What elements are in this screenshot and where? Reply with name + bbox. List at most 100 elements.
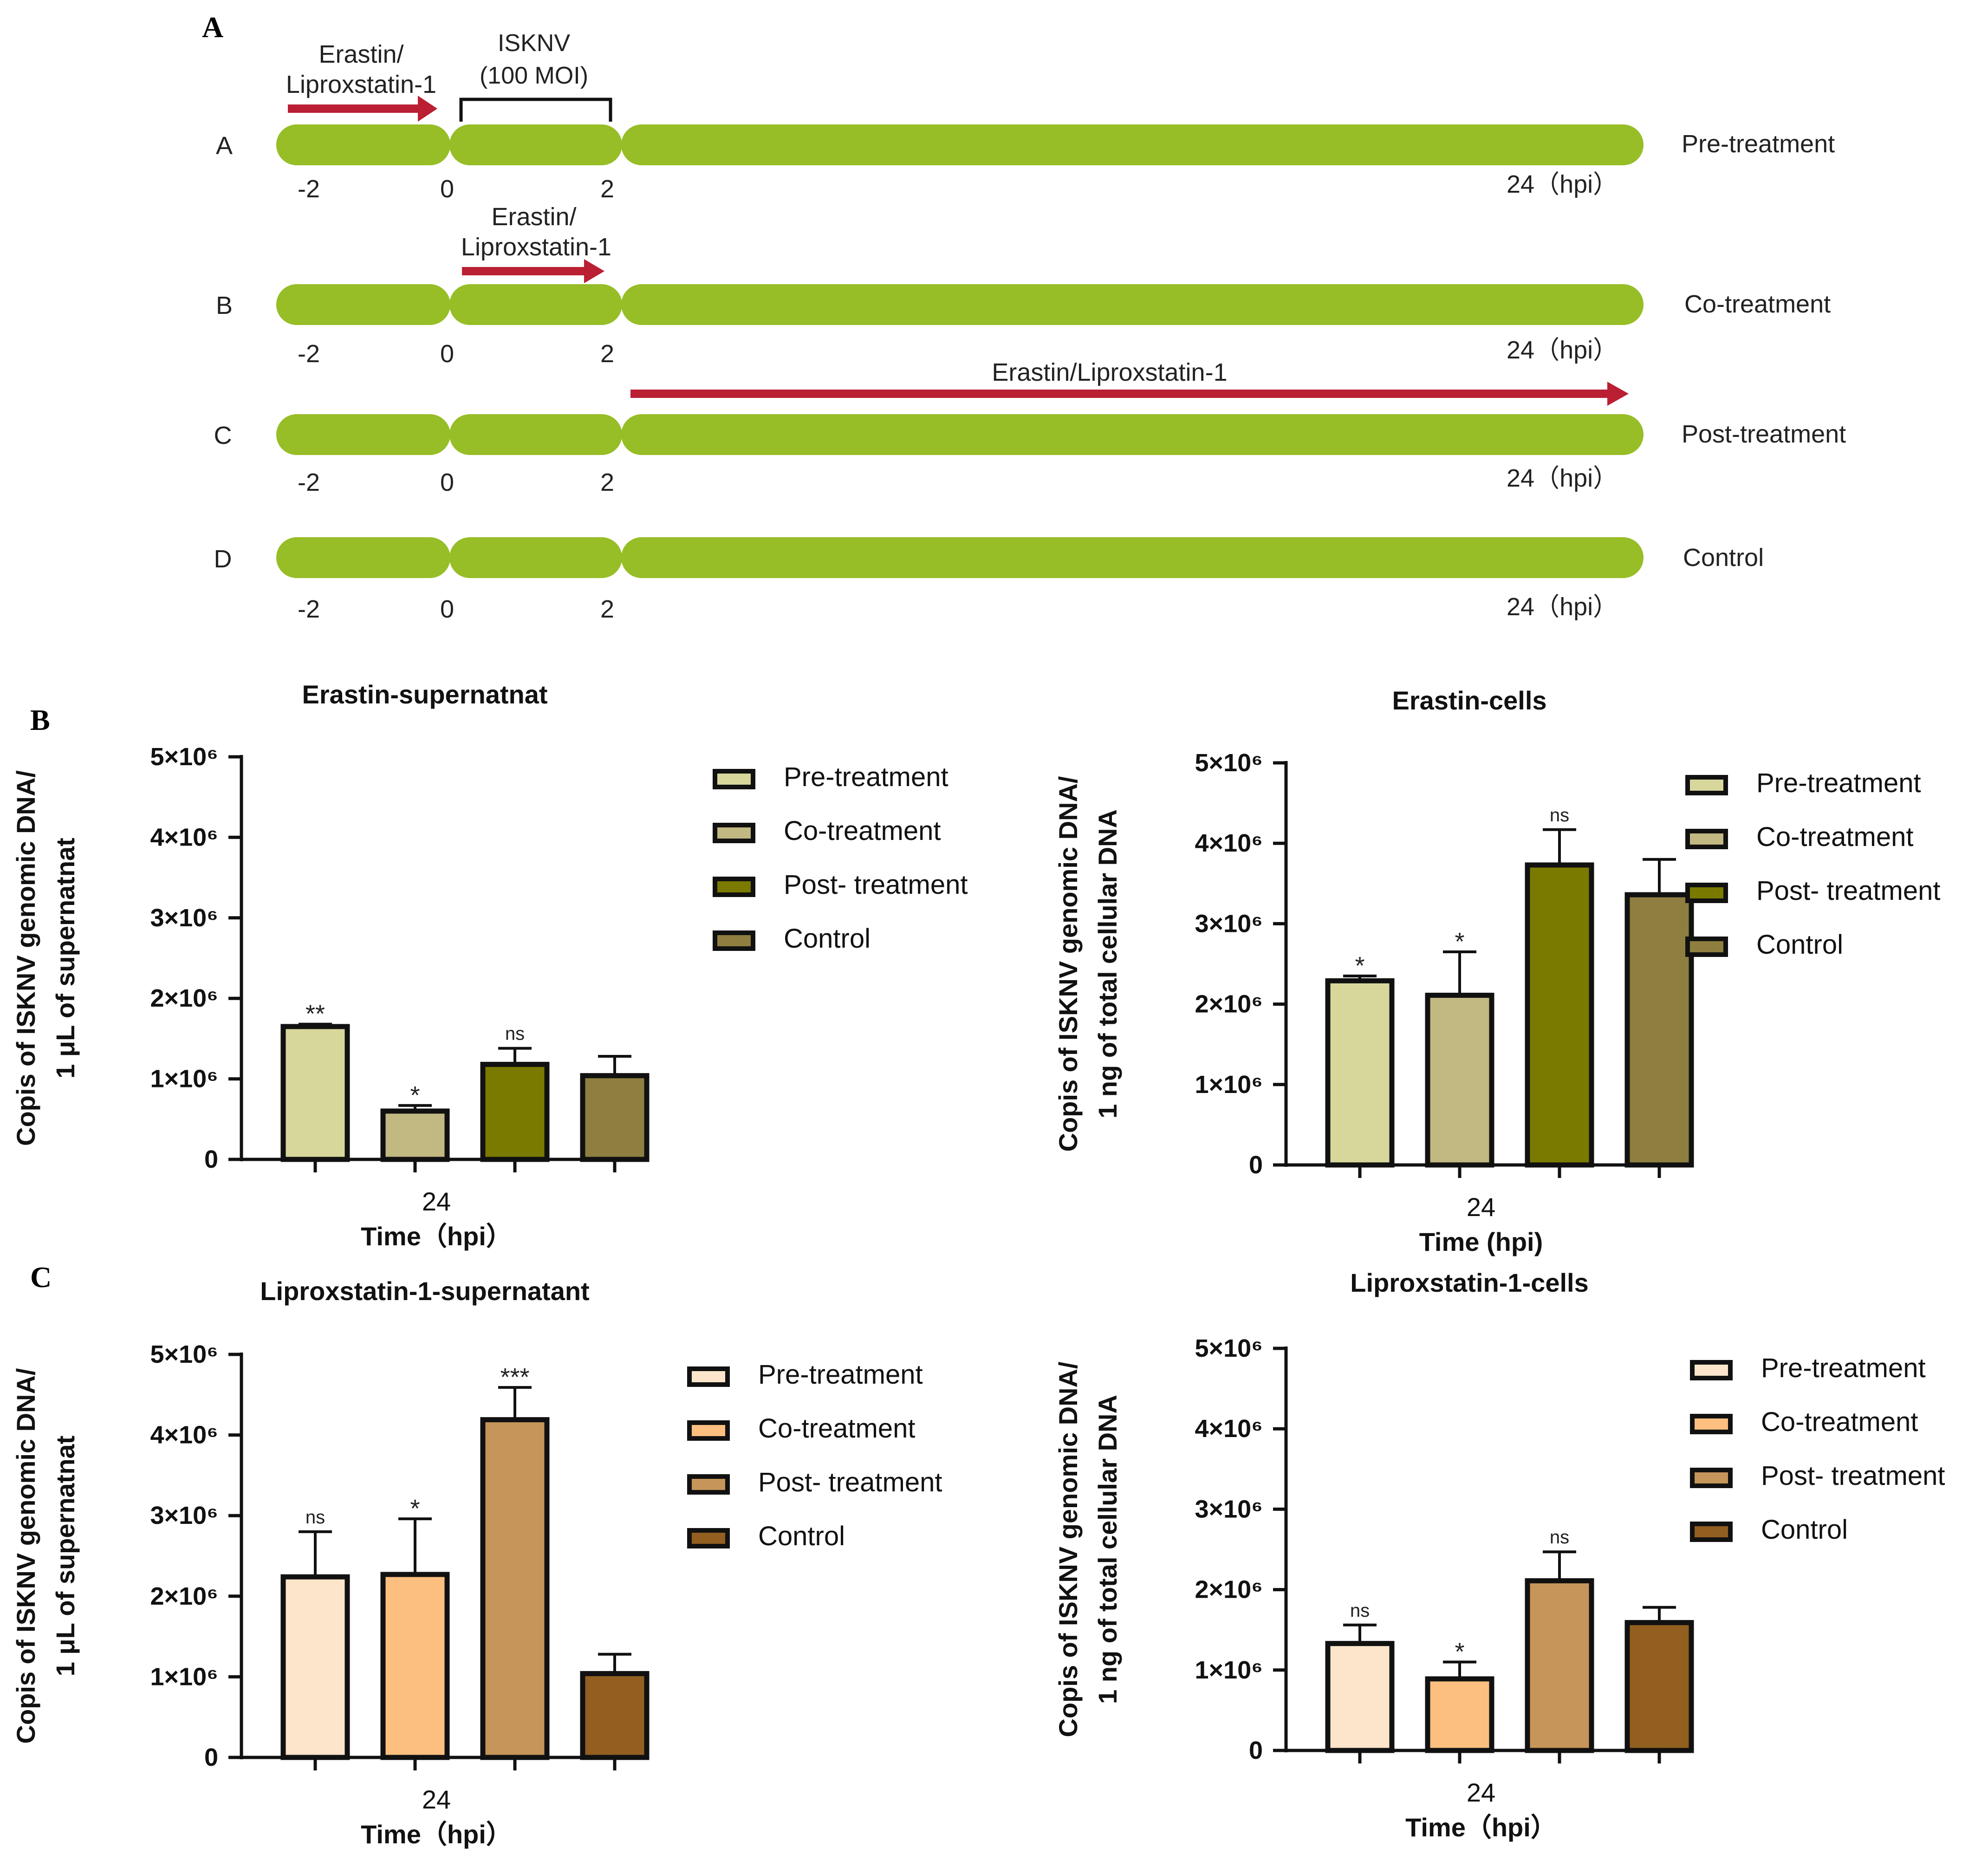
tick-2: 2 (600, 340, 614, 368)
legend-entry: Co-treatment (1756, 822, 1913, 852)
y-tick-label: 1×10⁶ (150, 1065, 219, 1093)
legend-swatch (1685, 883, 1728, 903)
legend-swatch (687, 1420, 730, 1441)
drug-label-line2: Liproxstatin-1 (286, 71, 436, 98)
y-tick-label: 1×10⁶ (1195, 1071, 1263, 1099)
legend-entry: Co-treatment (1761, 1407, 1918, 1437)
chart-2: Erastin-cells Copis of ISKNV genomic DNA/… (1053, 686, 1940, 1256)
y-tick-label: 1×10⁶ (150, 1663, 219, 1691)
legend-entry: Control (784, 924, 871, 954)
legend: Pre-treatment Co-treatment Post- treatment… (1685, 768, 1940, 960)
drug-label-line1: Erastin/ (491, 203, 576, 231)
timeline-segment-post (621, 414, 1644, 455)
legend-swatch (713, 823, 755, 843)
drug-arrow-head (418, 96, 437, 122)
y-tick-label: 4×10⁶ (1195, 829, 1263, 857)
bar-3 (1525, 862, 1594, 1168)
y-tick-label: 3×10⁶ (150, 1502, 219, 1529)
chart-1: Erastin-supernatnat Copis of ISKNV genomi… (11, 680, 968, 1251)
timeline-segment-pre (276, 414, 450, 455)
timeline-segment-post (621, 284, 1644, 325)
bar-2 (1425, 993, 1494, 1168)
bar-4 (580, 1671, 650, 1760)
significance-label: ns (305, 1507, 325, 1528)
timeline-segment-post (621, 124, 1644, 165)
bar-2 (1425, 1676, 1494, 1753)
bar-1 (280, 1024, 350, 1162)
y-tick-label: 3×10⁶ (1195, 910, 1263, 937)
legend: Pre-treatment Co-treatment Post- treatment… (1690, 1353, 1945, 1545)
timeline-segment-infection (449, 124, 622, 165)
row-letter: B (216, 292, 233, 319)
bar-1 (1325, 1641, 1395, 1753)
chart-3: Liproxstatin-1-supernatant Copis of ISKNV… (11, 1276, 942, 1849)
chart-title: Erastin-supernatnat (302, 680, 548, 709)
y-axis-label-line2: 1 μL of supernatnat (51, 1436, 80, 1677)
row-letter: A (216, 132, 233, 160)
y-tick-label: 2×10⁶ (150, 1582, 219, 1610)
x-axis-label: Time（hpi） (1405, 1813, 1557, 1842)
drug-arrow-head (1607, 382, 1629, 406)
tick-minus2: -2 (298, 175, 320, 203)
bar-charts: Erastin-supernatnat Copis of ISKNV genomi… (11, 680, 1945, 1849)
significance-label: ns (1350, 1600, 1370, 1621)
schematic-row-c: C Post-treatment -2 0 2 24（hpi） Erastin/… (214, 358, 1846, 496)
tick-24-hpi: 24（hpi） (1507, 336, 1618, 364)
legend-entry: Post- treatment (1761, 1461, 1945, 1491)
legend-swatch (1690, 1522, 1733, 1542)
row-label: Control (1683, 544, 1764, 572)
y-tick-label: 5×10⁶ (150, 743, 219, 771)
y-axis-label-line1: Copis of ISKNV genomic DNA/ (1053, 1361, 1083, 1737)
x-axis-label: Time (hpi) (1419, 1227, 1543, 1256)
infection-bracket (459, 98, 612, 122)
x-tick-label: 24 (1467, 1192, 1495, 1222)
legend-entry: Pre-treatment (758, 1360, 923, 1390)
chart-4: Liproxstatin-1-cells Copis of ISKNV genom… (1053, 1268, 1945, 1842)
drug-label-line1: Erastin/ (318, 40, 403, 68)
y-axis-label-line1: Copis of ISKNV genomic DNA/ (11, 770, 40, 1146)
y-tick-label: 5×10⁶ (1195, 749, 1263, 777)
tick-24-hpi: 24（hpi） (1507, 170, 1618, 198)
significance-label: * (410, 1081, 420, 1109)
timeline-segment-post (621, 537, 1644, 578)
bar-2 (380, 1572, 450, 1760)
y-axis-label-line2: 1 ng of total cellular DNA (1093, 1395, 1122, 1704)
y-tick-label: 2×10⁶ (1195, 1576, 1263, 1604)
bar-1 (280, 1574, 350, 1760)
y-tick-label: 4×10⁶ (150, 1421, 219, 1449)
y-tick-label: 4×10⁶ (1195, 1415, 1263, 1443)
timeline-segment-infection (449, 414, 622, 455)
significance-label: ns (1550, 1527, 1569, 1548)
legend-swatch (713, 930, 755, 951)
bar-3 (480, 1417, 550, 1760)
row-label: Co-treatment (1684, 290, 1831, 318)
significance-label: ns (1550, 805, 1569, 826)
tick-0: 0 (440, 468, 454, 496)
legend-swatch (1685, 775, 1728, 795)
virus-label-line1: ISKNV (498, 30, 570, 57)
bar-4 (1624, 1620, 1694, 1753)
row-label: Post-treatment (1682, 420, 1846, 448)
x-axis-label: Time（hpi） (361, 1820, 512, 1849)
y-tick-label: 0 (1249, 1151, 1263, 1179)
significance-label: ns (505, 1024, 525, 1044)
legend-entry: Co-treatment (784, 816, 941, 846)
legend-entry: Control (1756, 930, 1843, 960)
drug-arrow-head (584, 259, 604, 283)
virus-label-line2: (100 MOI) (480, 62, 588, 89)
tick-24-hpi: 24（hpi） (1507, 464, 1618, 492)
y-tick-label: 5×10⁶ (150, 1340, 219, 1368)
legend-swatch (687, 1528, 730, 1548)
tick-minus2: -2 (298, 468, 320, 496)
bar-1 (1325, 978, 1395, 1168)
bar-3 (480, 1061, 550, 1162)
row-label: Pre-treatment (1682, 130, 1835, 158)
tick-0: 0 (440, 595, 454, 623)
bar-4 (1624, 892, 1694, 1168)
legend: Pre-treatment Co-treatment Post- treatment… (687, 1360, 942, 1551)
drug-label: Erastin/Liproxstatin-1 (992, 358, 1227, 386)
tick-minus2: -2 (298, 340, 320, 368)
tick-0: 0 (440, 175, 454, 203)
timeline-segment-pre (276, 537, 450, 578)
